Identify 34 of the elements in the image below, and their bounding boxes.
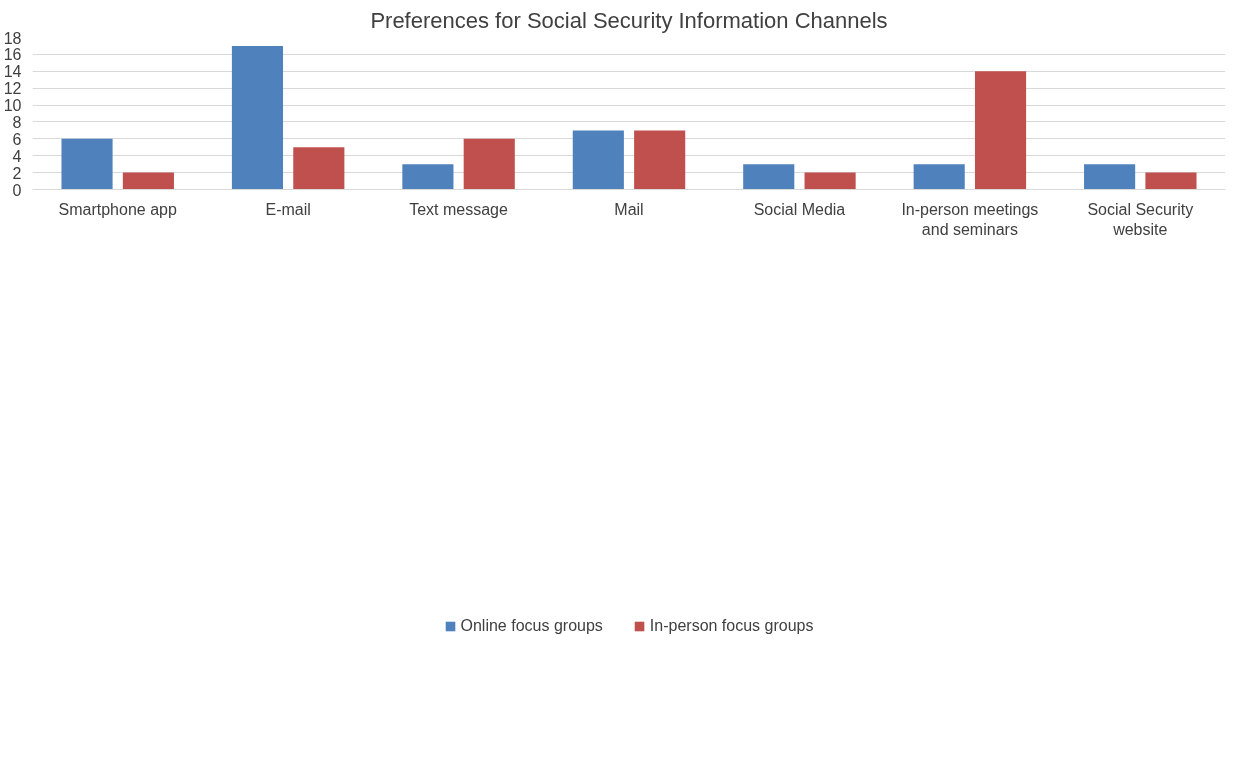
x-tick-label: In-person meetings and seminars: [901, 200, 1039, 238]
bar: [974, 71, 1027, 190]
legend-label: Online focus groups: [460, 616, 603, 635]
y-tick-label: 16: [3, 46, 22, 64]
x-tick-label: Text message: [409, 200, 509, 218]
bar: [1145, 172, 1197, 190]
y-tick-label: 8: [12, 113, 22, 131]
bar: [1084, 164, 1136, 190]
y-tick-label: 10: [3, 97, 22, 115]
bar: [463, 138, 515, 190]
bar: [572, 130, 624, 190]
x-tick-label: Social Security website: [1087, 200, 1194, 238]
bar: [743, 164, 795, 190]
legend-label: In-person focus groups: [649, 616, 814, 635]
y-tick-label: 4: [12, 147, 22, 165]
bar: [804, 172, 856, 190]
y-tick-label: 2: [12, 164, 22, 182]
y-tick-label: 12: [3, 80, 22, 98]
bar: [913, 164, 965, 190]
x-tick-label: Smartphone app: [58, 200, 177, 218]
bar: [231, 45, 284, 190]
bar: [61, 138, 113, 190]
y-tick-label: 14: [3, 63, 22, 81]
bar: [634, 130, 686, 190]
x-tick-label: Mail: [614, 200, 644, 218]
bar: [402, 164, 454, 190]
x-tick-label: E-mail: [265, 200, 311, 218]
bar: [122, 172, 174, 190]
y-tick-label: 6: [12, 130, 22, 148]
y-tick-label: 18: [3, 29, 22, 47]
y-tick-label: 0: [12, 181, 22, 199]
bar: [293, 147, 345, 190]
chart-title: Preferences for Social Security Information Channels: [370, 7, 888, 33]
x-tick-label: Social Media: [753, 200, 846, 218]
